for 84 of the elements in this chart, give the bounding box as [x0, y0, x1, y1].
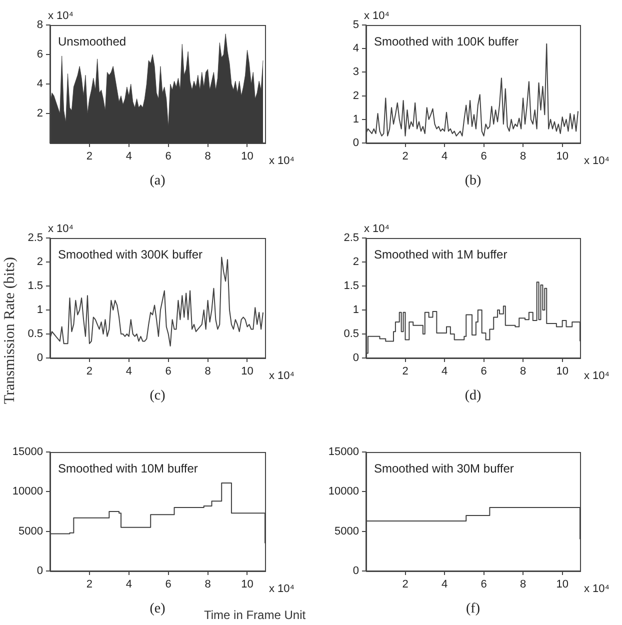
y-tick-label: 0: [36, 352, 43, 364]
y-tick-label: 0: [352, 352, 359, 364]
x-tick-label: 2: [402, 150, 408, 163]
y-tick-label: 6: [36, 48, 43, 61]
x-tick-label: 2: [402, 366, 408, 378]
text: (f): [466, 602, 480, 617]
y-tick-label: 10000: [328, 486, 359, 498]
y-tick-label: 2: [36, 256, 43, 268]
text: (c): [150, 388, 166, 404]
y-tick-label: 2: [36, 108, 43, 120]
y-tick-label: 4: [36, 78, 43, 90]
y-tick-label: 5000: [334, 525, 359, 538]
text: x 10⁴: [269, 583, 295, 596]
x-tick-label: 10: [241, 150, 254, 163]
x-tick-label: 10: [556, 150, 568, 163]
y-tick-label: 2: [352, 256, 359, 268]
y-tick-label: 15000: [12, 446, 43, 458]
x-tick-label: 2: [86, 578, 93, 591]
text: Smoothed with 30M buffer: [374, 461, 514, 476]
y-tick-label: 10000: [12, 486, 43, 498]
text: x 10⁴: [364, 223, 390, 236]
x-tick-label: 6: [480, 150, 487, 163]
x-tick-label: 2: [86, 366, 93, 378]
y-tick-label: 5: [352, 19, 359, 32]
x-tick-label: 6: [165, 366, 172, 378]
x-tick-label: 6: [165, 150, 172, 163]
text: x 10⁴: [584, 155, 610, 168]
x-tick-label: 8: [204, 578, 211, 591]
x-tick-label: 10: [241, 366, 254, 378]
x-tick-label: 10: [556, 578, 568, 591]
y-tick-label: 2.5: [28, 232, 43, 244]
x-tick-label: 4: [441, 366, 448, 378]
x-axis-title: Time in Frame Unit: [204, 608, 306, 622]
y-tick-label: 0: [352, 565, 359, 578]
text: Smoothed with 300K buffer: [58, 247, 203, 262]
x-tick-label: 8: [204, 150, 211, 163]
text: (a): [150, 174, 166, 189]
text: Smoothed with 100K buffer: [374, 34, 519, 48]
x-tick-label: 10: [241, 578, 254, 591]
text: (d): [464, 388, 482, 404]
x-tick-label: 8: [520, 150, 526, 163]
y-axis-title: Transmission Rate (bits): [2, 256, 19, 404]
text: Unsmoothed: [58, 34, 126, 48]
x-tick-label: 8: [204, 366, 211, 378]
text: (e): [150, 602, 166, 617]
text: x 10⁴: [584, 370, 610, 382]
y-tick-label: 1: [352, 304, 359, 316]
text: (b): [464, 174, 482, 189]
x-tick-label: 4: [126, 578, 132, 591]
text: Smoothed with 1M buffer: [374, 247, 508, 262]
y-tick-label: 3: [352, 66, 359, 78]
x-tick-label: 4: [126, 150, 132, 163]
y-tick-label: 2.5: [344, 232, 359, 244]
y-tick-label: 0: [352, 137, 359, 150]
y-tick-label: 8: [36, 19, 43, 32]
x-tick-label: 6: [480, 578, 487, 591]
x-tick-label: 6: [165, 578, 172, 591]
y-tick-label: 0.5: [344, 328, 359, 340]
text: x 10⁴: [364, 10, 390, 22]
x-tick-label: 8: [520, 366, 526, 378]
x-tick-label: 4: [441, 578, 448, 591]
y-tick-label: 2: [352, 90, 359, 102]
x-tick-label: 8: [520, 578, 526, 591]
y-tick-label: 0.5: [28, 328, 43, 340]
y-tick-label: 1.5: [344, 280, 359, 292]
text: x 10⁴: [48, 10, 74, 22]
text: Smoothed with 10M buffer: [58, 461, 198, 476]
y-tick-label: 1.5: [28, 280, 43, 292]
text: x 10⁴: [269, 155, 295, 168]
x-tick-label: 4: [126, 366, 132, 378]
y-tick-label: 15000: [328, 446, 359, 458]
x-tick-label: 2: [86, 150, 93, 163]
y-tick-label: 1: [352, 113, 359, 126]
x-tick-label: 6: [480, 366, 487, 378]
y-tick-label: 0: [36, 565, 43, 578]
y-tick-label: 4: [352, 42, 359, 55]
y-tick-label: 1: [36, 304, 43, 316]
x-tick-label: 10: [556, 366, 568, 378]
text: x 10⁴: [584, 583, 610, 596]
y-tick-label: 5000: [18, 525, 43, 538]
x-tick-label: 4: [441, 150, 448, 163]
x-tick-label: 2: [402, 578, 408, 591]
text: x 10⁴: [269, 370, 295, 382]
text: x 10⁴: [48, 223, 74, 236]
